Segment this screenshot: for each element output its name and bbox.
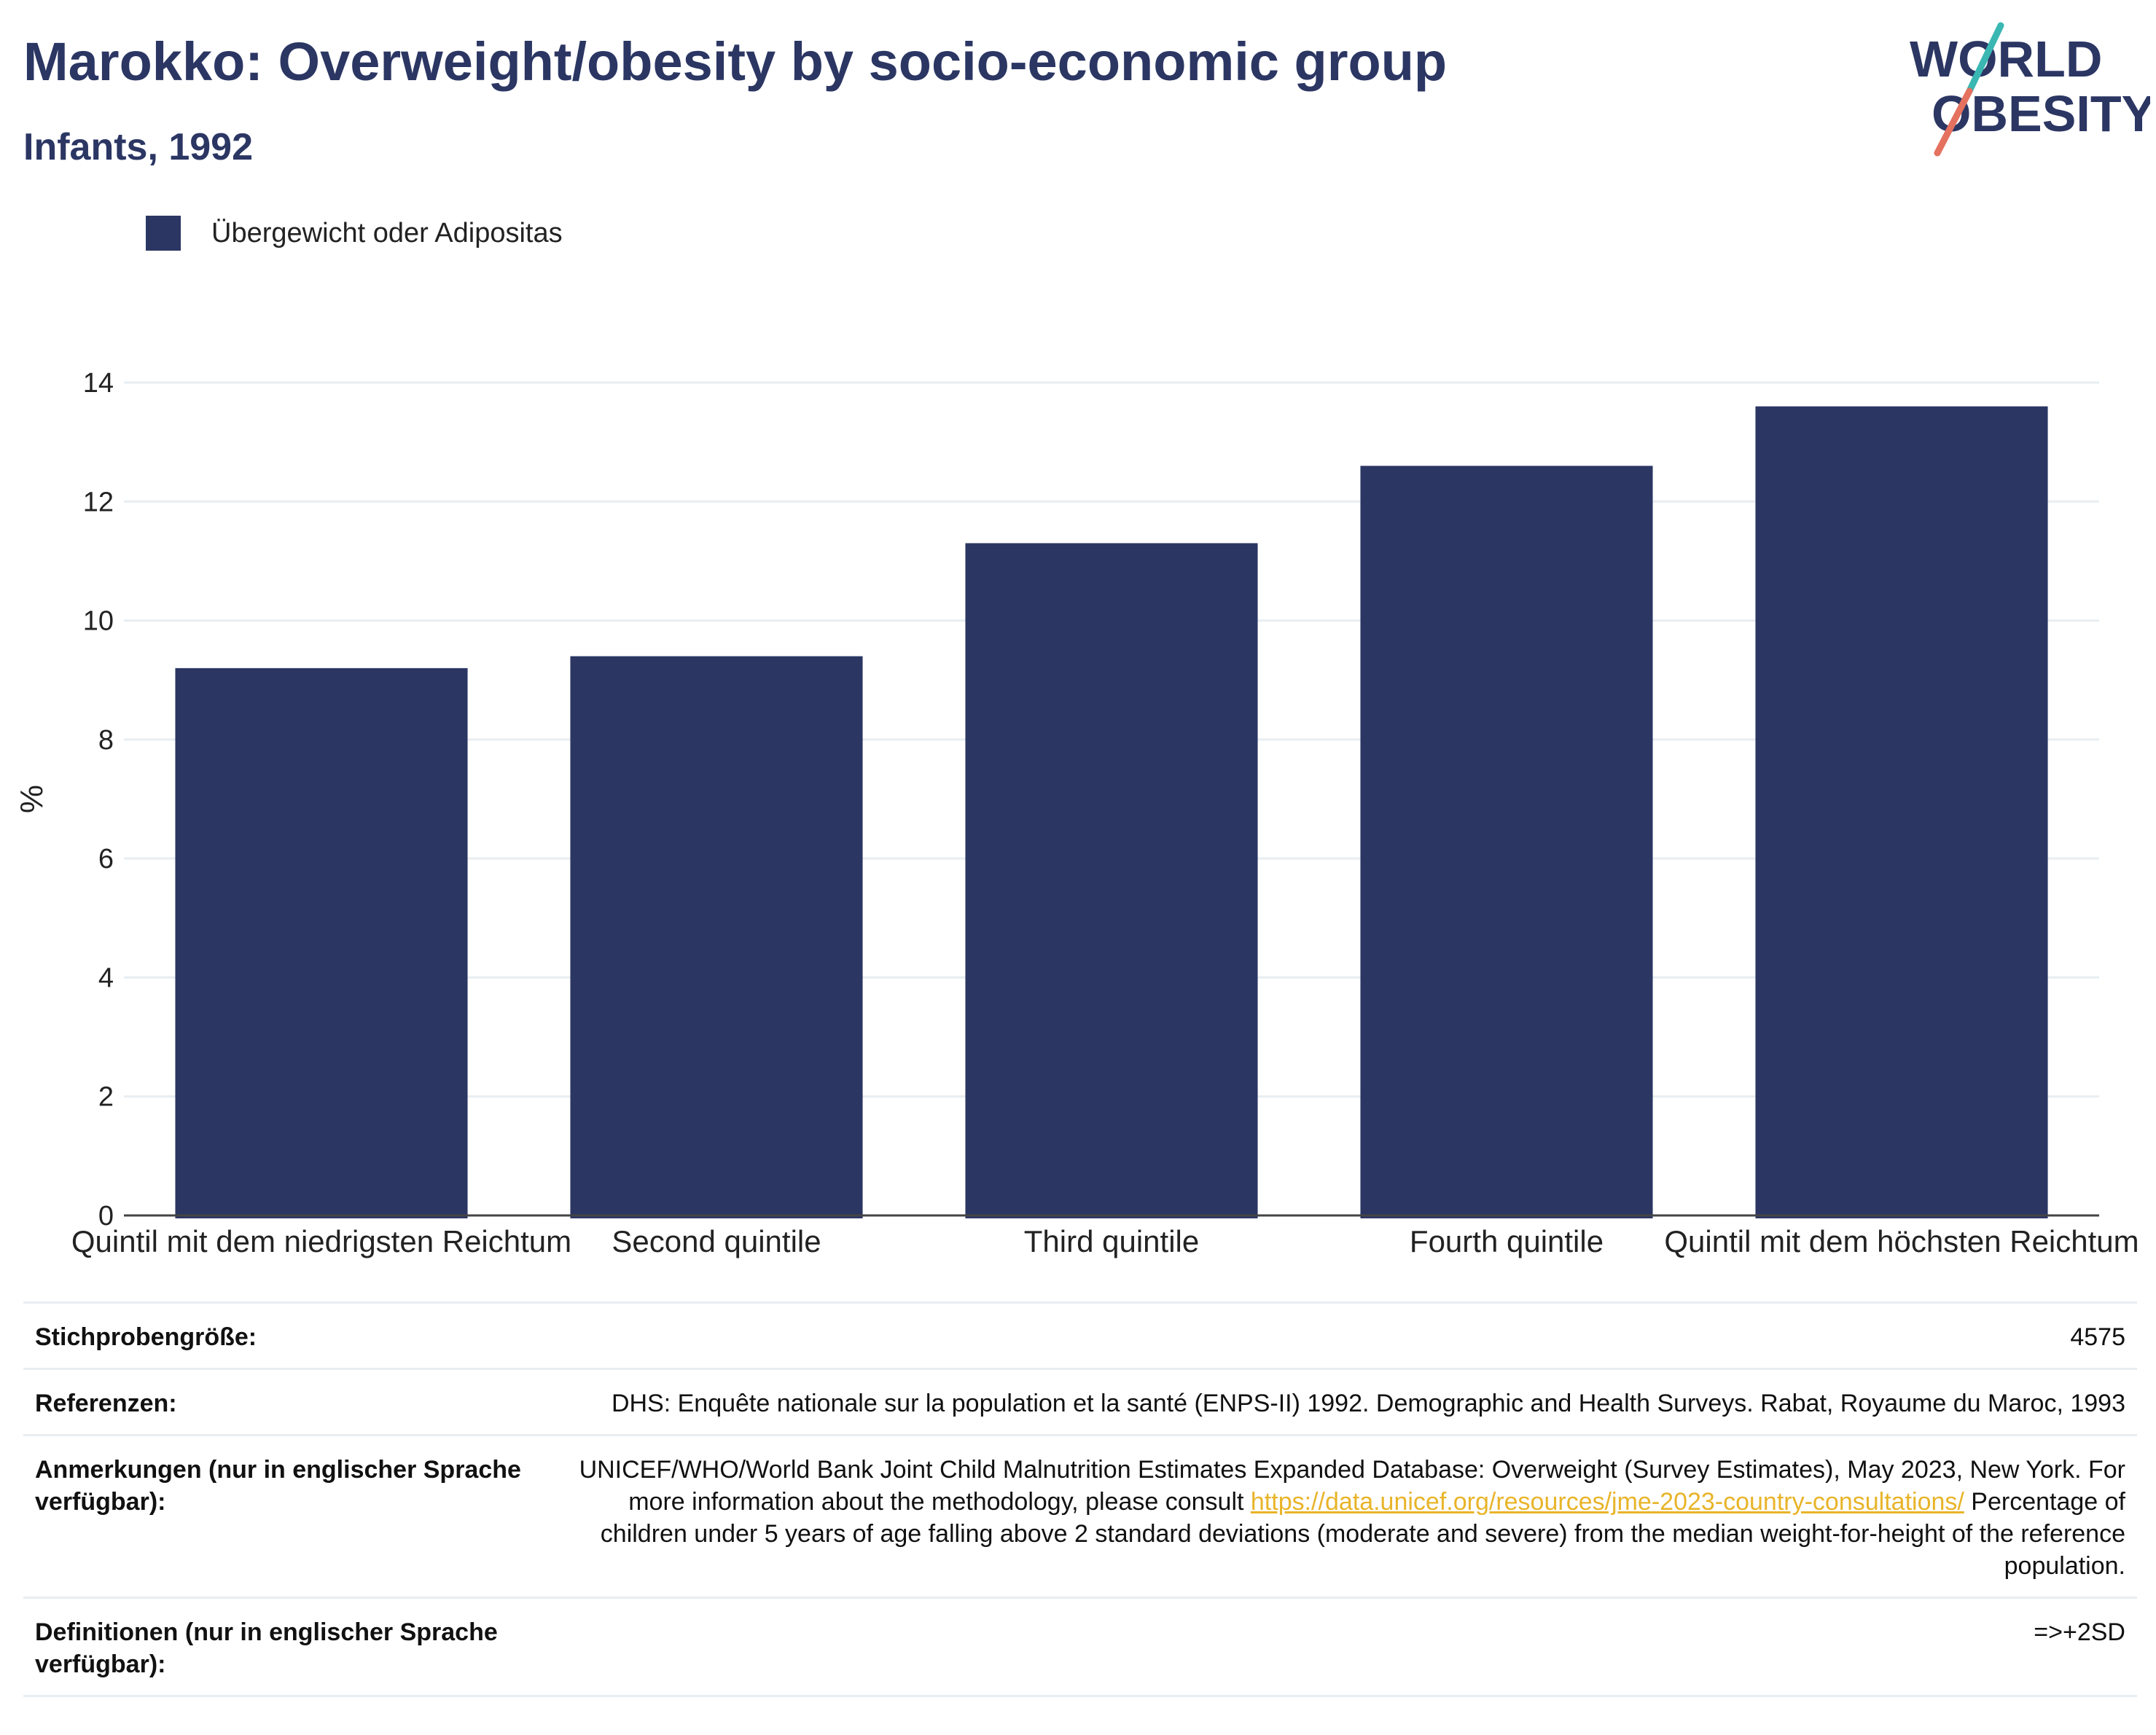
info-key: Anmerkungen (nur in englischer Sprache v… — [35, 1456, 521, 1516]
legend-label: Übergewicht oder Adipositas — [211, 217, 563, 248]
y-axis-title: % — [14, 785, 50, 813]
y-tick-label: 0 — [98, 1201, 114, 1231]
bar-chart: 0 2 4 6 8 10 12 14 Quintil mit dem niedrigsten … — [14, 368, 2139, 1258]
info-row-sample-size: Stichprobengröße: 4575 — [23, 1301, 2137, 1368]
bar[interactable] — [570, 656, 863, 1218]
bars — [175, 406, 2048, 1218]
legend[interactable]: Übergewicht oder Adipositas — [146, 216, 563, 251]
legend-swatch — [146, 216, 181, 251]
y-tick-label: 8 — [98, 725, 114, 756]
logo-line1: WORLD — [1910, 31, 2102, 87]
x-tick-label: Quintil mit dem niedrigsten Reichtum — [71, 1224, 571, 1258]
notes-text-before: UNICEF/WHO/World Bank Joint Child Malnut… — [579, 1456, 2125, 1516]
logo-slash-bottom — [1934, 87, 1973, 157]
methodology-link[interactable]: https://data.unicef.org/resources/jme-20… — [1250, 1488, 1964, 1516]
info-value: UNICEF/WHO/World Bank Joint Child Malnut… — [574, 1454, 2125, 1582]
info-row-definitions: Definitionen (nur in englischer Sprache … — [23, 1597, 2137, 1697]
world-obesity-logo: WORLD OBESITY — [1910, 22, 2150, 157]
info-value: DHS: Enquête nationale sur la population… — [611, 1390, 2125, 1417]
y-tick-label: 4 — [98, 963, 114, 993]
y-tick-label: 10 — [83, 606, 114, 637]
info-key: Stichprobengröße: — [35, 1323, 257, 1351]
notes-text-after: Percentage of children under 5 years of … — [600, 1488, 2125, 1580]
info-row-notes: Anmerkungen (nur in englischer Sprache v… — [23, 1434, 2137, 1597]
y-axis-ticks: 0 2 4 6 8 10 12 14 — [83, 368, 114, 1231]
x-tick-label: Quintil mit dem höchsten Reichtum — [1664, 1224, 2139, 1258]
x-axis-labels: Quintil mit dem niedrigsten Reichtum Seco… — [71, 1224, 2139, 1258]
bar[interactable] — [965, 543, 1258, 1218]
bar[interactable] — [1360, 466, 1653, 1218]
info-value: =>+2SD — [2034, 1618, 2125, 1646]
info-key: Definitionen (nur in englischer Sprache … — [35, 1618, 498, 1678]
logo-line2: OBESITY — [1932, 85, 2150, 142]
y-tick-label: 14 — [83, 368, 114, 399]
bar[interactable] — [175, 667, 468, 1218]
y-tick-label: 6 — [98, 844, 114, 874]
y-tick-label: 2 — [98, 1082, 114, 1113]
x-tick-label: Fourth quintile — [1410, 1224, 1604, 1258]
info-row-references: Referenzen: DHS: Enquête nationale sur l… — [23, 1368, 2137, 1434]
info-key: Referenzen: — [35, 1390, 177, 1417]
bar[interactable] — [1755, 406, 2048, 1218]
x-tick-label: Third quintile — [1024, 1224, 1199, 1258]
info-table: Stichprobengröße: 4575 Referenzen: DHS: … — [23, 1301, 2137, 1697]
info-value: 4575 — [2070, 1323, 2125, 1351]
x-tick-label: Second quintile — [612, 1224, 821, 1258]
logo-slash-top — [1966, 22, 2004, 95]
y-tick-label: 12 — [83, 487, 114, 517]
chart-subtitle: Infants, 1992 — [23, 126, 254, 168]
chart-title: Marokko: Overweight/obesity by socio-eco… — [23, 31, 1448, 92]
